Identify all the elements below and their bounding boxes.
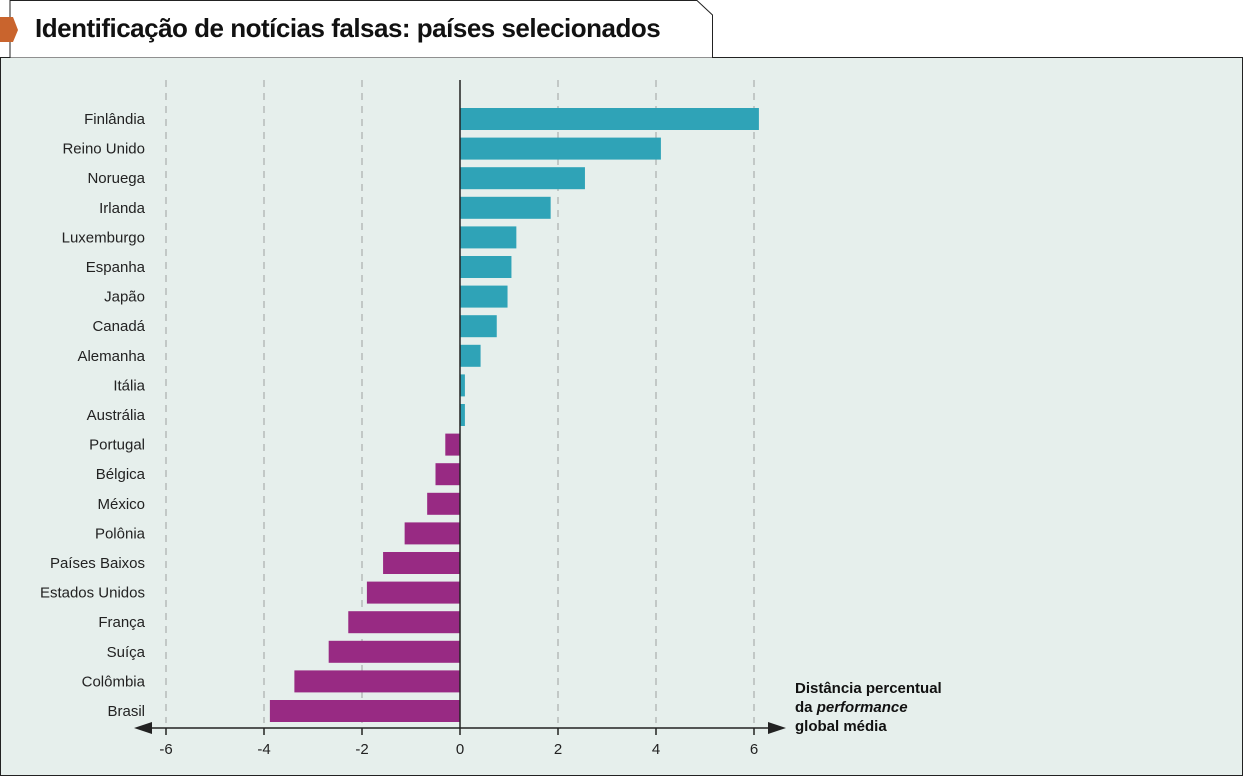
- category-label: Portugal: [89, 437, 145, 454]
- bar: [460, 404, 465, 426]
- category-label: Suíça: [107, 644, 146, 661]
- bar: [348, 611, 460, 634]
- bar: [445, 433, 460, 456]
- bar: [404, 522, 460, 545]
- bar: [460, 137, 661, 160]
- x-axis-right-arrow: [768, 722, 786, 734]
- bar: [460, 108, 759, 130]
- category-label: Japão: [104, 289, 145, 306]
- bar: [294, 670, 460, 693]
- bar: [460, 226, 517, 249]
- bar: [435, 463, 460, 486]
- bar: [427, 492, 460, 515]
- bar: [460, 344, 481, 367]
- x-tick-label: 2: [554, 741, 562, 758]
- bar: [460, 374, 465, 397]
- category-label: Itália: [113, 377, 145, 394]
- title-tab-shape: [0, 0, 713, 58]
- x-tick-label: -6: [159, 741, 172, 758]
- category-label: Noruega: [87, 170, 145, 187]
- category-label: Espanha: [86, 259, 146, 276]
- bar: [366, 581, 460, 604]
- x-axis-label-emphasis: performance: [816, 699, 908, 716]
- bar: [269, 700, 460, 722]
- category-label: Alemanha: [77, 348, 145, 365]
- category-label: Finlândia: [84, 111, 146, 128]
- category-label: França: [98, 614, 145, 631]
- x-axis-label-line3: global média: [795, 718, 887, 735]
- category-label: Estados Unidos: [40, 585, 145, 602]
- x-tick-label: 0: [456, 741, 464, 758]
- category-label: Colômbia: [82, 673, 146, 690]
- bar: [460, 315, 497, 338]
- category-label: Canadá: [92, 318, 145, 335]
- category-label: Austrália: [87, 407, 146, 424]
- title-tab: Identificação de notícias falsas: países…: [0, 0, 713, 58]
- bar: [460, 285, 508, 308]
- x-tick-label: 6: [750, 741, 758, 758]
- x-axis-left-arrow: [134, 722, 152, 734]
- bar: [460, 196, 551, 219]
- bar: [460, 167, 585, 190]
- category-label: Reino Unido: [62, 141, 145, 158]
- category-label: Irlanda: [99, 200, 146, 217]
- x-tick-label: 4: [652, 741, 660, 758]
- bar: [383, 552, 460, 574]
- x-axis-label-line1: Distância percentual: [795, 680, 942, 697]
- category-label: Bélgica: [96, 466, 146, 483]
- x-tick-label: -2: [355, 741, 368, 758]
- bar: [460, 256, 512, 278]
- x-axis-label: Distância percentual da performance glob…: [795, 679, 995, 736]
- category-label: Brasil: [107, 703, 145, 720]
- category-label: Polônia: [95, 525, 146, 542]
- category-label: Países Baixos: [50, 555, 145, 572]
- x-axis-label-line2-prefix: da: [795, 699, 813, 716]
- accent-tab-marker: [0, 17, 18, 42]
- x-tick-label: -4: [257, 741, 270, 758]
- category-label: México: [97, 496, 145, 513]
- bar: [328, 640, 460, 663]
- chart-title: Identificação de notícias falsas: países…: [35, 13, 661, 43]
- category-label: Luxemburgo: [62, 229, 145, 246]
- chart-panel: [0, 57, 1243, 776]
